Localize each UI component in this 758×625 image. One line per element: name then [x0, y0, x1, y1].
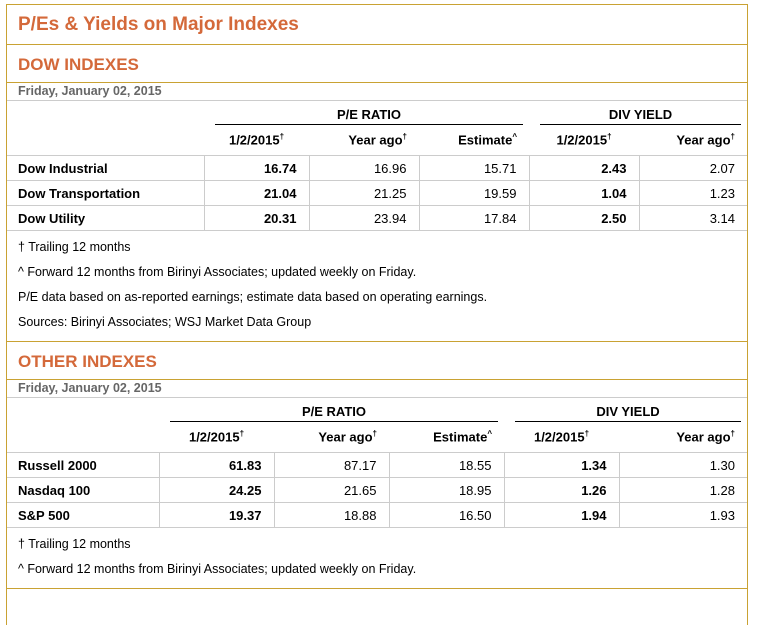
pe-ratio-header: P/E RATIO: [215, 107, 523, 125]
cell-value: 18.55: [388, 452, 505, 478]
cell-value: 18.88: [273, 502, 390, 528]
cell-value: 1.34: [503, 452, 620, 478]
column-header: 1/2/2015†: [204, 125, 309, 156]
cell-value: 24.25: [158, 477, 275, 503]
indexes-table: P/E RATIO DIV YIELD 1/2/2015† Year ago† Est…: [7, 398, 747, 528]
column-header: 1/2/2015†: [529, 125, 639, 156]
cell-value: 21.04: [203, 180, 310, 206]
as-of-date: Friday, January 02, 2015: [7, 380, 747, 398]
indexes-table: P/E RATIO DIV YIELD 1/2/2015† Year ago† Est…: [7, 101, 747, 231]
cell-value: 1.26: [503, 477, 620, 503]
table-row: Dow Utility 20.31 23.94 17.84 2.50 3.14: [7, 205, 747, 231]
cell-value: 17.84: [418, 205, 530, 231]
column-header: Estimate^: [419, 125, 529, 156]
index-name: Dow Transportation: [7, 180, 205, 206]
cell-value: 21.25: [308, 180, 420, 206]
cell-value: 23.94: [308, 205, 420, 231]
table-row: Nasdaq 100 24.25 21.65 18.95 1.26 1.28: [7, 477, 747, 503]
cell-value: 20.31: [203, 205, 310, 231]
column-header: 1/2/2015†: [159, 422, 274, 453]
footnote: ^ Forward 12 months from Birinyi Associa…: [18, 265, 417, 279]
pe-ratio-header: P/E RATIO: [170, 404, 498, 422]
index-name: S&P 500: [7, 502, 160, 528]
column-header: Year ago†: [639, 125, 747, 156]
cell-value: 61.83: [158, 452, 275, 478]
cell-value: 21.65: [273, 477, 390, 503]
index-name: Russell 2000: [7, 452, 160, 478]
cell-value: 2.07: [638, 155, 747, 181]
footnote: P/E data based on as-reported earnings; …: [18, 290, 488, 304]
index-name: Dow Industrial: [7, 155, 205, 181]
index-name: Nasdaq 100: [7, 477, 160, 503]
indexes-panel: P/Es & Yields on Major Indexes DOW INDEX…: [6, 4, 748, 625]
cell-value: 1.28: [618, 477, 747, 503]
column-header: 1/2/2015†: [504, 422, 619, 453]
cell-value: 16.96: [308, 155, 420, 181]
cell-value: 2.50: [528, 205, 640, 231]
column-header: Year ago†: [619, 422, 747, 453]
cell-value: 1.93: [618, 502, 747, 528]
footnotes: † Trailing 12 months ^ Forward 12 months …: [7, 528, 747, 589]
section-title: DOW INDEXES: [7, 45, 747, 83]
cell-value: 1.94: [503, 502, 620, 528]
cell-value: 1.30: [618, 452, 747, 478]
cell-value: 87.17: [273, 452, 390, 478]
column-header: Estimate^: [389, 422, 504, 453]
cell-value: 1.23: [638, 180, 747, 206]
cell-value: 18.95: [388, 477, 505, 503]
column-header: Year ago†: [309, 125, 419, 156]
div-yield-header: DIV YIELD: [540, 107, 741, 125]
cell-value: 19.37: [158, 502, 275, 528]
table-row: Dow Industrial 16.74 16.96 15.71 2.43 2.07: [7, 155, 747, 181]
cell-value: 1.04: [528, 180, 640, 206]
page-title: P/Es & Yields on Major Indexes: [7, 5, 747, 45]
footnotes: † Trailing 12 months ^ Forward 12 months …: [7, 231, 747, 342]
cell-value: 19.59: [418, 180, 530, 206]
table-row: S&P 500 19.37 18.88 16.50 1.94 1.93: [7, 502, 747, 528]
footnote: Sources: Birinyi Associates; WSJ Market …: [18, 315, 312, 329]
footnote: ^ Forward 12 months from Birinyi Associa…: [18, 562, 417, 576]
cell-value: 2.43: [528, 155, 640, 181]
cell-value: 3.14: [638, 205, 747, 231]
cell-value: 16.50: [388, 502, 505, 528]
cell-value: 16.74: [203, 155, 310, 181]
cell-value: 15.71: [418, 155, 530, 181]
section-title: OTHER INDEXES: [7, 342, 747, 380]
table-row: Dow Transportation 21.04 21.25 19.59 1.04 1.2…: [7, 180, 747, 206]
table-row: Russell 2000 61.83 87.17 18.55 1.34 1.30: [7, 452, 747, 478]
footnote: † Trailing 12 months: [18, 240, 131, 254]
as-of-date: Friday, January 02, 2015: [7, 83, 747, 101]
index-name: Dow Utility: [7, 205, 205, 231]
footnote: † Trailing 12 months: [18, 537, 131, 551]
column-header: Year ago†: [274, 422, 389, 453]
div-yield-header: DIV YIELD: [515, 404, 741, 422]
